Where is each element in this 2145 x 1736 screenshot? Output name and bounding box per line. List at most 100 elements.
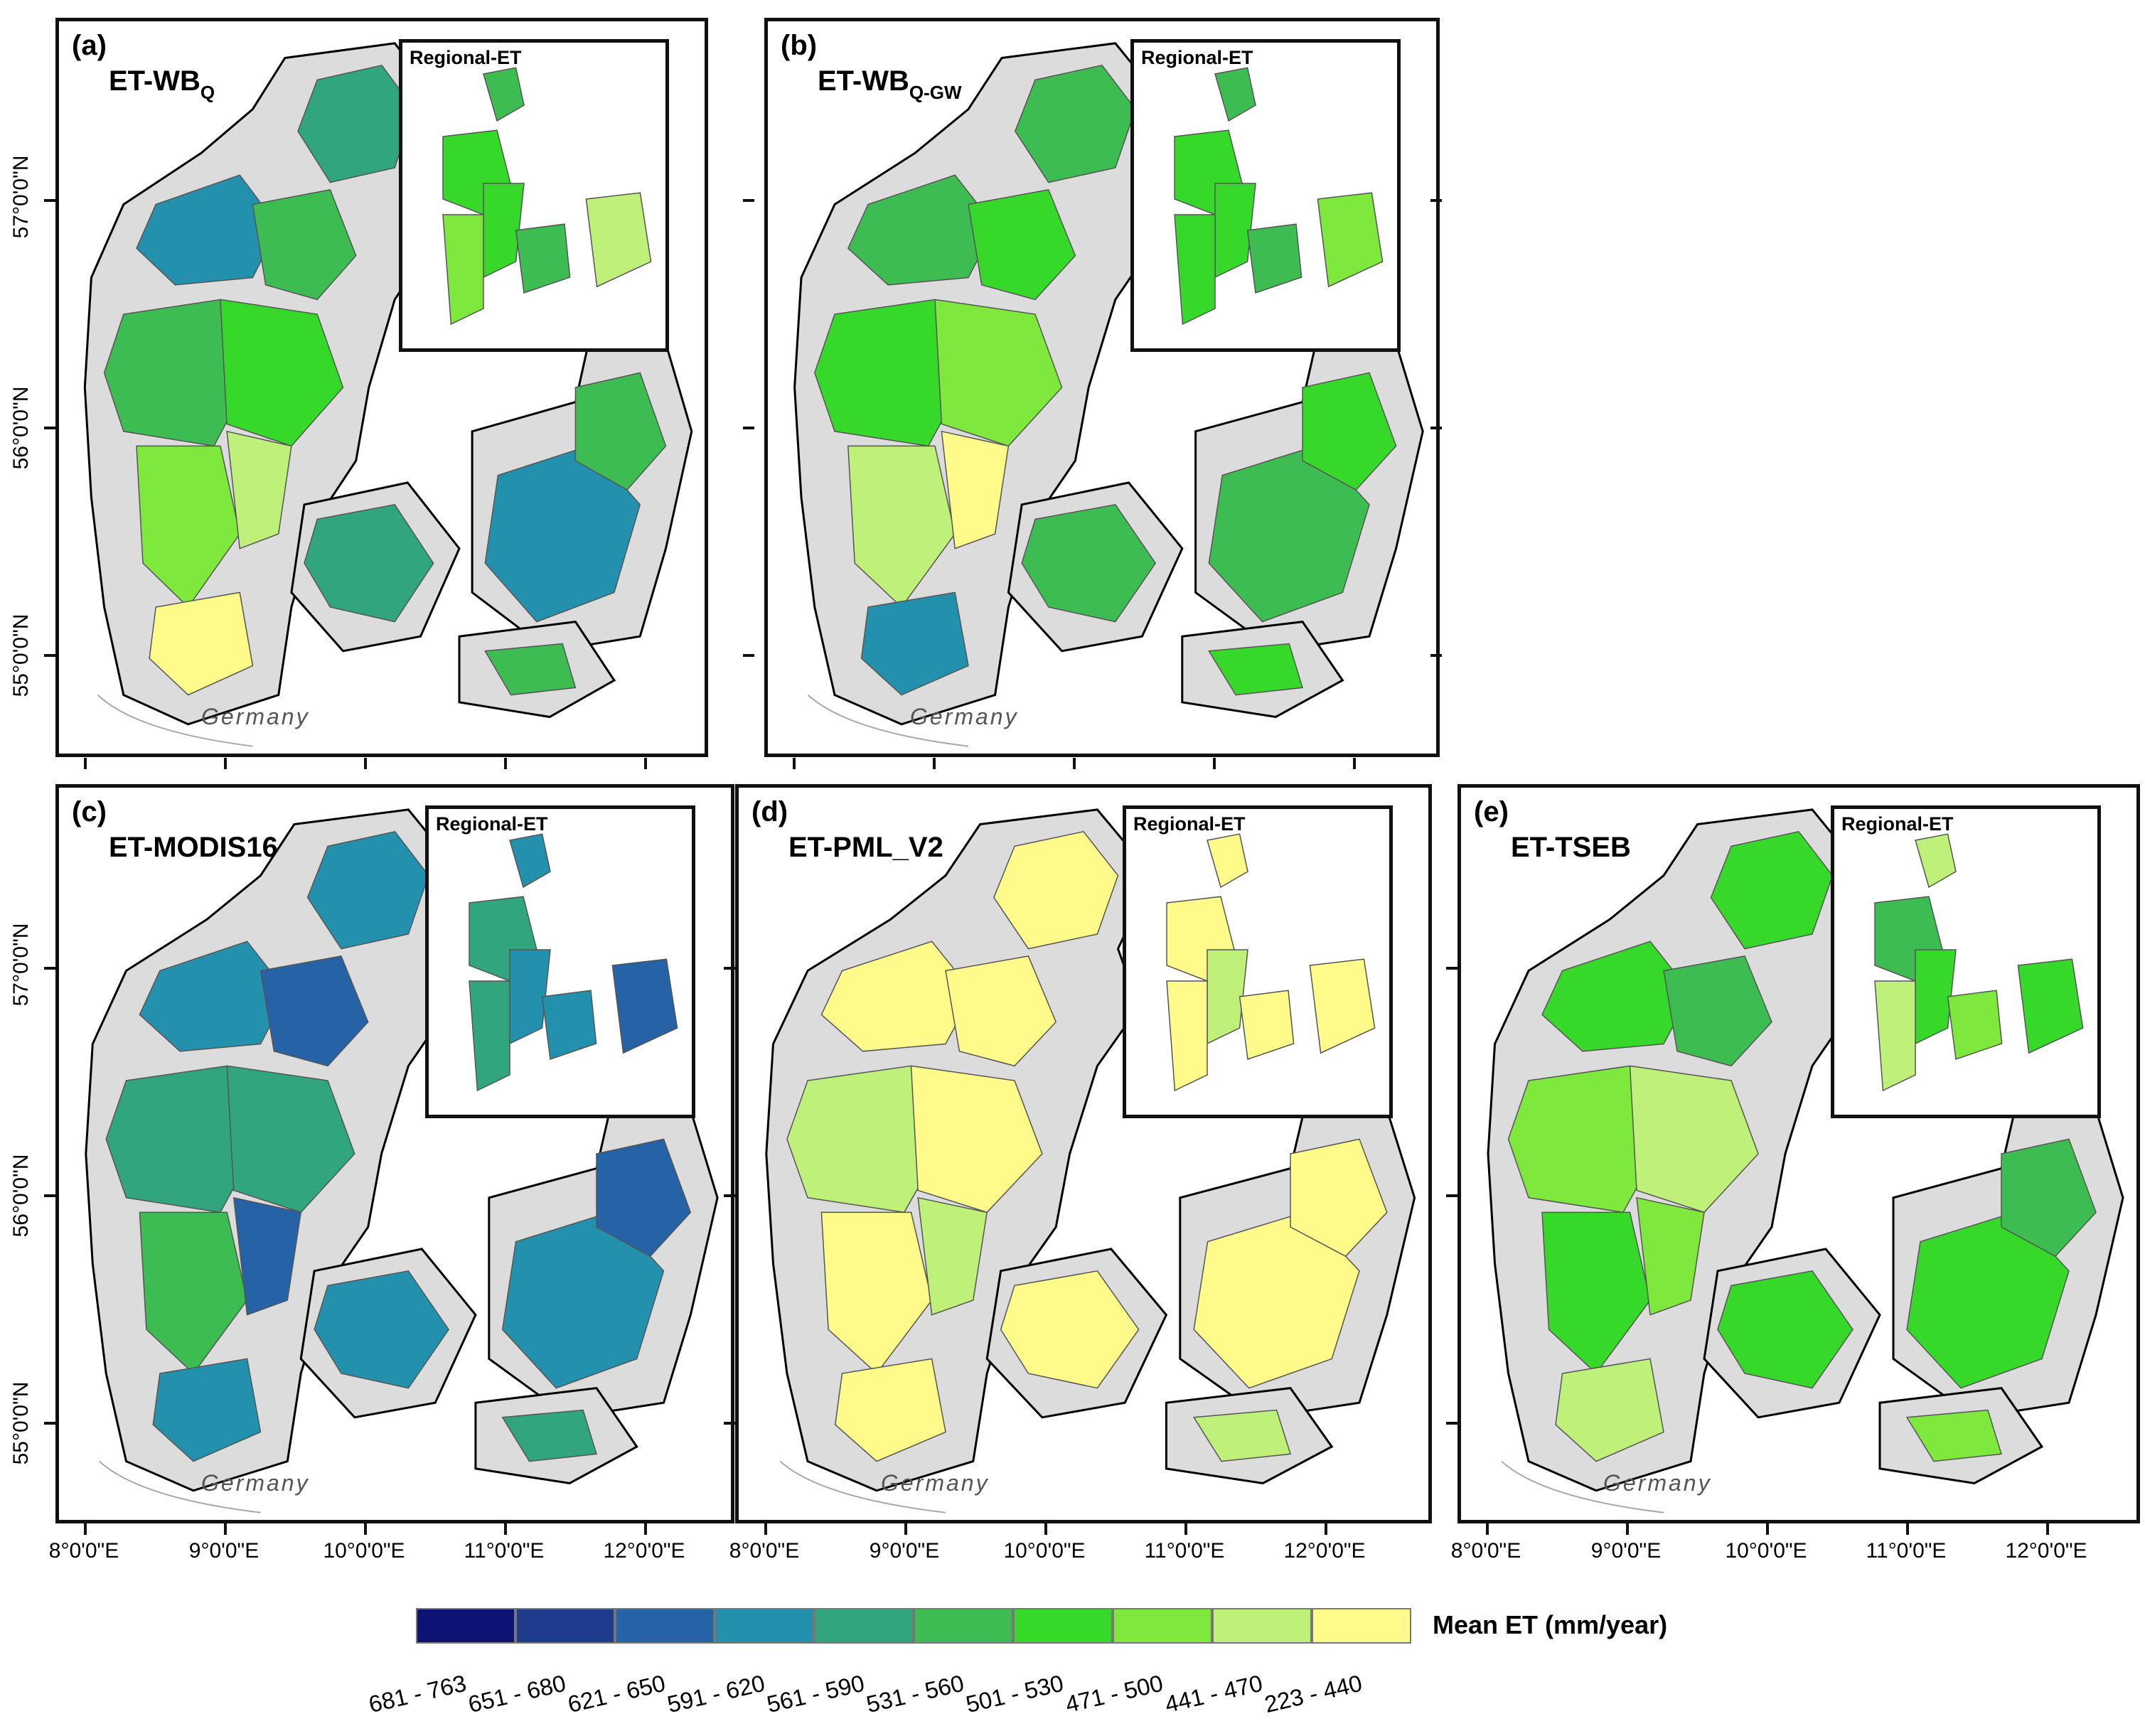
map-panel-c: (c) ET-MODIS16 Regional-ET Germany bbox=[55, 784, 734, 1523]
inset-region-4 bbox=[1246, 223, 1302, 294]
germany-label: Germany bbox=[1603, 1470, 1712, 1496]
catchment-10 bbox=[1302, 372, 1397, 491]
axis-tick bbox=[1430, 427, 1442, 429]
inset-region-5 bbox=[1309, 958, 1376, 1054]
panel-title: ET-WBQ bbox=[109, 65, 215, 103]
map-panel-a: (a) ET-WBQ Regional-ET Germany bbox=[55, 18, 708, 757]
inset-region-5 bbox=[585, 192, 652, 288]
inset-region-3 bbox=[1166, 980, 1208, 1092]
catchment-2 bbox=[945, 955, 1057, 1067]
catchment-11 bbox=[1905, 1409, 2002, 1462]
inset-region-0 bbox=[1207, 833, 1248, 889]
denmark-map bbox=[85, 808, 719, 1513]
lon-label: 10°0'0"E bbox=[1003, 1539, 1086, 1563]
lon-label: 10°0'0"E bbox=[1725, 1539, 1807, 1563]
catchment-7 bbox=[1555, 1358, 1664, 1462]
axis-tick bbox=[724, 1422, 735, 1425]
lat-label-56-top: 56°0'0"N bbox=[9, 386, 33, 470]
legend-range-label: 501 - 530 bbox=[963, 1669, 1066, 1718]
inset-region-5 bbox=[2017, 958, 2084, 1054]
axis-tick bbox=[364, 1523, 367, 1535]
axis-tick bbox=[2046, 1523, 2049, 1535]
catchment-0 bbox=[1014, 64, 1136, 183]
map-panel-b: (b) ET-WBQ-GW Regional-ET Germany bbox=[764, 18, 1440, 757]
catchment-11 bbox=[484, 643, 577, 696]
lon-label: 9°0'0"E bbox=[1590, 1539, 1662, 1563]
regional-et-inset: Regional-ET bbox=[1831, 805, 2101, 1118]
axis-tick bbox=[644, 758, 647, 769]
catchment-8 bbox=[1717, 1270, 1854, 1389]
catchment-7 bbox=[860, 591, 969, 696]
legend-range-label: 591 - 620 bbox=[665, 1669, 768, 1718]
axis-tick bbox=[1184, 1523, 1187, 1535]
catchment-7 bbox=[149, 591, 254, 696]
panel-title: ET-TSEB bbox=[1511, 832, 1631, 863]
germany-coastline bbox=[97, 694, 253, 747]
catchment-8 bbox=[304, 503, 434, 623]
panel-label: (e) bbox=[1474, 796, 1509, 827]
legend-swatch bbox=[1113, 1608, 1212, 1644]
inset-region-4 bbox=[541, 990, 597, 1061]
lat-label-56-bottom: 56°0'0"N bbox=[9, 1154, 33, 1238]
lon-label: 8°0'0"E bbox=[729, 1539, 800, 1563]
regional-et-inset: Regional-ET bbox=[399, 39, 669, 352]
axis-tick bbox=[1766, 1523, 1769, 1535]
axis-tick bbox=[1446, 1422, 1457, 1425]
lon-label: 11°0'0"E bbox=[464, 1539, 545, 1563]
lat-label-57-bottom: 57°0'0"N bbox=[9, 923, 33, 1007]
map-panel-e: (e) ET-TSEB Regional-ET Germany bbox=[1457, 784, 2140, 1523]
catchment-11 bbox=[1208, 643, 1303, 696]
axis-tick bbox=[724, 1194, 735, 1197]
axis-tick bbox=[724, 967, 735, 970]
inset-region-0 bbox=[1915, 833, 1957, 889]
inset-title: Regional-ET bbox=[410, 47, 522, 68]
panel-title: ET-PML_V2 bbox=[788, 832, 943, 863]
panel-label: (a) bbox=[72, 30, 107, 61]
legend-swatch bbox=[1013, 1608, 1113, 1644]
axis-tick bbox=[44, 199, 55, 202]
denmark-map bbox=[793, 42, 1424, 747]
panel-title: ET-MODIS16 bbox=[109, 832, 278, 863]
inset-region-3 bbox=[469, 980, 510, 1092]
legend-swatch bbox=[1212, 1608, 1312, 1644]
axis-tick bbox=[504, 1523, 507, 1535]
catchment-1 bbox=[139, 941, 289, 1052]
catchment-1 bbox=[847, 174, 996, 286]
axis-tick bbox=[224, 1523, 227, 1535]
germany-coastline bbox=[99, 1460, 261, 1513]
catchment-8 bbox=[1000, 1270, 1140, 1389]
axis-tick bbox=[84, 1523, 87, 1535]
axis-tick bbox=[44, 1422, 55, 1425]
catchment-1 bbox=[1541, 941, 1691, 1052]
axis-tick bbox=[1325, 1523, 1327, 1535]
catchment-10 bbox=[574, 372, 667, 491]
inset-region-5 bbox=[1317, 192, 1384, 288]
catchment-4 bbox=[934, 299, 1063, 447]
inset-map bbox=[469, 833, 678, 1092]
inset-title: Regional-ET bbox=[1133, 813, 1246, 835]
catchment-4 bbox=[220, 299, 344, 447]
inset-region-0 bbox=[509, 833, 551, 889]
inset-region-5 bbox=[611, 958, 678, 1054]
inset-region-3 bbox=[1174, 214, 1216, 326]
axis-tick bbox=[44, 967, 55, 970]
axis-tick bbox=[44, 1194, 55, 1197]
legend-title: Mean ET (mm/year) bbox=[1433, 1610, 1668, 1639]
axis-tick bbox=[1906, 1523, 1909, 1535]
axis-tick bbox=[1430, 654, 1442, 657]
lon-label: 10°0'0"E bbox=[323, 1539, 405, 1563]
panel-title: ET-WBQ-GW bbox=[818, 65, 962, 103]
axis-tick bbox=[504, 758, 507, 769]
panel-label: (d) bbox=[751, 796, 788, 827]
axis-tick bbox=[364, 758, 367, 769]
legend-range-label: 651 - 680 bbox=[466, 1669, 569, 1718]
catchment-2 bbox=[252, 189, 357, 301]
regional-et-inset: Regional-ET bbox=[1123, 805, 1393, 1118]
catchment-4 bbox=[910, 1065, 1043, 1213]
inset-region-3 bbox=[442, 214, 484, 326]
catchment-5 bbox=[820, 1211, 933, 1375]
axis-tick bbox=[1626, 1523, 1629, 1535]
denmark-map bbox=[83, 42, 693, 747]
axis-tick bbox=[1353, 758, 1356, 769]
catchment-0 bbox=[306, 830, 429, 950]
